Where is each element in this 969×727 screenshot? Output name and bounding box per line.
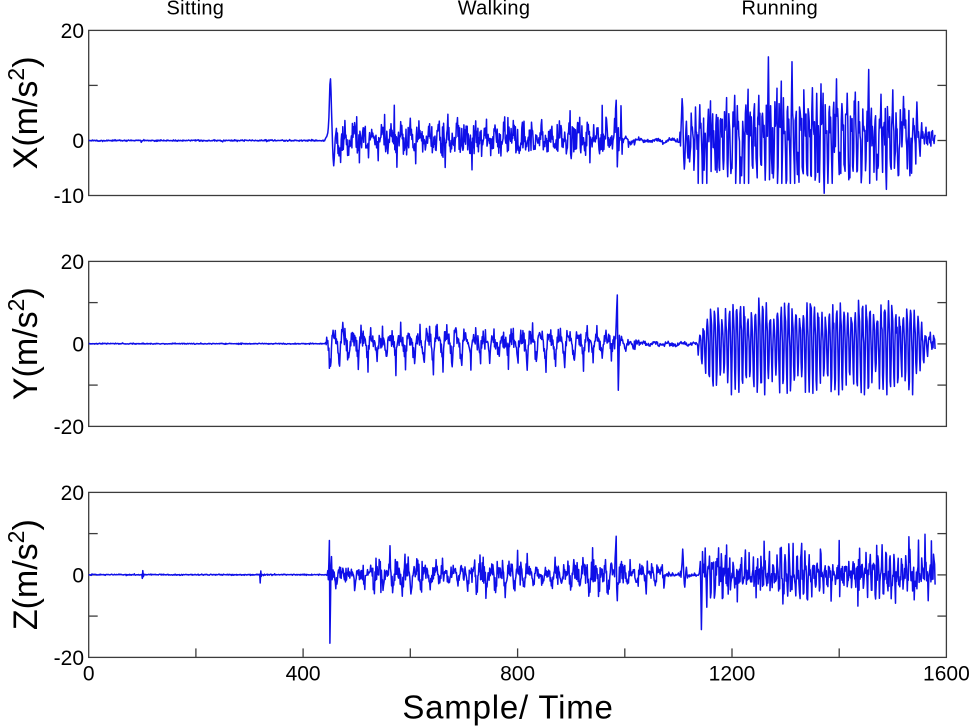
svg-text:0: 0 bbox=[72, 564, 84, 587]
svg-text:20: 20 bbox=[61, 482, 84, 505]
svg-text:Running: Running bbox=[741, 0, 818, 20]
svg-text:Y(m/s2): Y(m/s2) bbox=[3, 287, 45, 400]
svg-text:X(m/s2): X(m/s2) bbox=[3, 56, 45, 169]
svg-text:-20: -20 bbox=[54, 416, 84, 439]
svg-text:Sitting: Sitting bbox=[167, 0, 225, 20]
svg-text:20: 20 bbox=[61, 251, 84, 274]
svg-text:-20: -20 bbox=[54, 647, 84, 670]
svg-text:800: 800 bbox=[500, 663, 535, 686]
svg-text:0: 0 bbox=[72, 130, 84, 153]
svg-text:1200: 1200 bbox=[709, 663, 756, 686]
svg-text:Walking: Walking bbox=[458, 0, 531, 20]
svg-text:1600: 1600 bbox=[923, 663, 969, 686]
svg-text:400: 400 bbox=[286, 663, 321, 686]
svg-text:-10: -10 bbox=[54, 185, 84, 208]
svg-text:0: 0 bbox=[83, 663, 95, 686]
svg-text:Z(m/s2): Z(m/s2) bbox=[3, 519, 45, 630]
svg-text:20: 20 bbox=[61, 20, 84, 43]
svg-text:Sample/ Time: Sample/ Time bbox=[402, 688, 613, 725]
svg-text:0: 0 bbox=[72, 333, 84, 356]
